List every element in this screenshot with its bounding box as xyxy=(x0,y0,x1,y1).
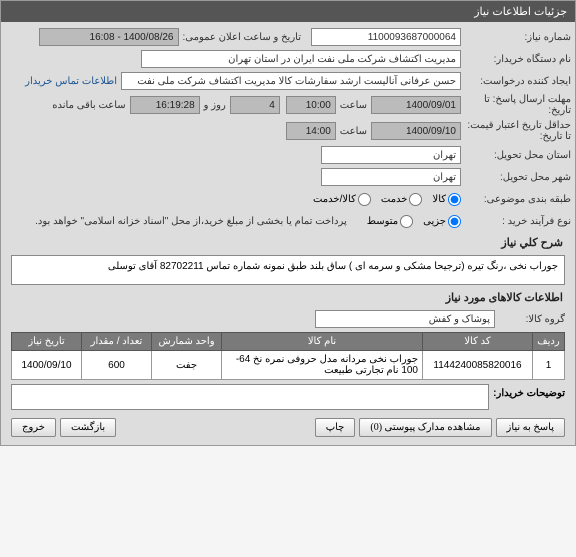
details-panel: جزئیات اطلاعات نیاز شماره نیاز: 11000936… xyxy=(0,0,576,446)
th-name: نام کالا xyxy=(222,333,423,351)
goods-table: ردیف کد کالا نام کالا واحد شمارش تعداد /… xyxy=(11,332,565,380)
cell-code: 1144240085820016 xyxy=(423,351,533,380)
exit-button[interactable]: خروج xyxy=(11,418,56,437)
need-no-field: 1100093687000064 xyxy=(311,28,461,46)
panel-header: جزئیات اطلاعات نیاز xyxy=(1,1,575,22)
time-label-2: ساعت xyxy=(336,126,371,137)
goods-group-label: گروه کالا: xyxy=(495,314,565,325)
footer-bar: پاسخ به نیاز مشاهده مدارک پیوستی (0) چاپ… xyxy=(5,414,571,441)
deliver-addr-field: تهران xyxy=(321,146,461,164)
goods-group-field: پوشاک و کفش xyxy=(315,310,495,328)
process-label: نوع فرآیند خرید : xyxy=(461,216,571,227)
deadline-label: مهلت ارسال پاسخ: تا تاریخ: xyxy=(461,94,571,116)
radio-goods[interactable]: کالا xyxy=(432,193,461,206)
buyer-org-label: نام دستگاه خریدار: xyxy=(461,54,571,65)
cell-name: جوراب نخی مردانه مدل حروفی نمره نخ 64-10… xyxy=(222,351,423,380)
radio-service[interactable]: خدمت xyxy=(381,193,423,206)
deadline-time: 10:00 xyxy=(286,96,336,114)
th-unit: واحد شمارش xyxy=(152,333,222,351)
th-code: کد کالا xyxy=(423,333,533,351)
time-label-1: ساعت xyxy=(336,100,371,111)
row-need-no: شماره نیاز: 1100093687000064 تاریخ و ساع… xyxy=(5,26,571,48)
days-suffix: روز و xyxy=(200,100,230,111)
row-goods-group: گروه کالا: پوشاک و کفش xyxy=(5,308,571,330)
cell-unit: جفت xyxy=(152,351,222,380)
radio-medium-input[interactable] xyxy=(400,215,413,228)
row-grouping: طبقه بندی موضوعی: کالا خدمت کالا/خدمت xyxy=(5,188,571,210)
footer-left: پاسخ به نیاز مشاهده مدارک پیوستی (0) چاپ xyxy=(315,418,565,437)
buyer-note-box xyxy=(11,384,489,410)
deadline-date: 1400/09/01 xyxy=(371,96,461,114)
row-process: نوع فرآیند خرید : جزیی متوسط پرداخت تمام… xyxy=(5,210,571,232)
th-qty: تعداد / مقدار xyxy=(82,333,152,351)
footer-right: بازگشت خروج xyxy=(11,418,116,437)
table-header-row: ردیف کد کالا نام کالا واحد شمارش تعداد /… xyxy=(12,333,565,351)
radio-partial[interactable]: جزیی xyxy=(423,215,461,228)
valid-time: 14:00 xyxy=(286,122,336,140)
attach-button[interactable]: مشاهده مدارک پیوستی (0) xyxy=(359,418,491,437)
deliver-city-label: شهر محل تحویل: xyxy=(461,172,571,183)
cell-idx: 1 xyxy=(533,351,565,380)
valid-date: 1400/09/10 xyxy=(371,122,461,140)
grouping-radios: کالا خدمت کالا/خدمت xyxy=(305,193,461,206)
cell-qty: 600 xyxy=(82,351,152,380)
goods-info-title: اطلاعات کالاهای مورد نیاز xyxy=(5,287,571,308)
buyer-note-row: توضیحات خریدار: xyxy=(11,384,565,410)
th-date: تاریخ نیاز xyxy=(12,333,82,351)
radio-mix-input[interactable] xyxy=(358,193,371,206)
deliver-city-field: تهران xyxy=(321,168,461,186)
process-radios: جزیی متوسط xyxy=(359,215,461,228)
days-count: 4 xyxy=(230,96,280,114)
buyer-note-label: توضیحات خریدار: xyxy=(493,384,565,399)
need-no-label: شماره نیاز: xyxy=(461,32,571,43)
row-valid: حداقل تاریخ اعتبار قیمت: تا تاریخ: 1400/… xyxy=(5,118,571,144)
row-deliver-city: شهر محل تحویل: تهران xyxy=(5,166,571,188)
remain-time: 16:19:28 xyxy=(130,96,200,114)
row-creator: ایجاد کننده درخواست: حسن عرفانی آنالیست … xyxy=(5,70,571,92)
buyer-org-field: مدیریت اکتشاف شرکت ملی نفت ایران در استا… xyxy=(141,50,461,68)
radio-mix[interactable]: کالا/خدمت xyxy=(313,193,371,206)
announce-label: تاریخ و ساعت اعلان عمومی: xyxy=(179,32,306,43)
back-button[interactable]: بازگشت xyxy=(60,418,116,437)
creator-field: حسن عرفانی آنالیست ارشد سفارشات کالا مدی… xyxy=(121,72,461,90)
need-desc-title: شرح کلي نياز xyxy=(5,232,571,253)
valid-label: حداقل تاریخ اعتبار قیمت: تا تاریخ: xyxy=(461,120,571,142)
radio-goods-input[interactable] xyxy=(448,193,461,206)
panel-title: جزئیات اطلاعات نیاز xyxy=(474,6,567,18)
announce-field: 1400/08/26 - 16:08 xyxy=(39,28,179,46)
radio-medium[interactable]: متوسط xyxy=(367,215,413,228)
grouping-label: طبقه بندی موضوعی: xyxy=(461,194,571,205)
row-buyer-org: نام دستگاه خریدار: مدیریت اکتشاف شرکت مل… xyxy=(5,48,571,70)
radio-partial-input[interactable] xyxy=(448,215,461,228)
row-deadline: مهلت ارسال پاسخ: تا تاریخ: 1400/09/01 سا… xyxy=(5,92,571,118)
radio-service-input[interactable] xyxy=(409,193,422,206)
print-button[interactable]: چاپ xyxy=(315,418,356,437)
th-row: ردیف xyxy=(533,333,565,351)
row-deliver-addr: استان محل تحویل: تهران xyxy=(5,144,571,166)
form-body: شماره نیاز: 1100093687000064 تاریخ و ساع… xyxy=(1,22,575,445)
reply-button[interactable]: پاسخ به نیاز xyxy=(496,418,566,437)
remain-suffix: ساعت باقی مانده xyxy=(48,100,129,111)
table-row: 1 1144240085820016 جوراب نخی مردانه مدل … xyxy=(12,351,565,380)
creator-label: ایجاد کننده درخواست: xyxy=(461,76,571,87)
payment-note: پرداخت تمام یا بخشی از مبلغ خرید،از محل … xyxy=(31,216,351,227)
cell-date: 1400/09/10 xyxy=(12,351,82,380)
contact-link[interactable]: اطلاعات تماس خریدار xyxy=(21,76,121,87)
deliver-addr-label: استان محل تحویل: xyxy=(461,150,571,161)
need-desc-box: جوراب نخی ،رنگ تیره (ترجیحا مشکی و سرمه … xyxy=(11,255,565,285)
